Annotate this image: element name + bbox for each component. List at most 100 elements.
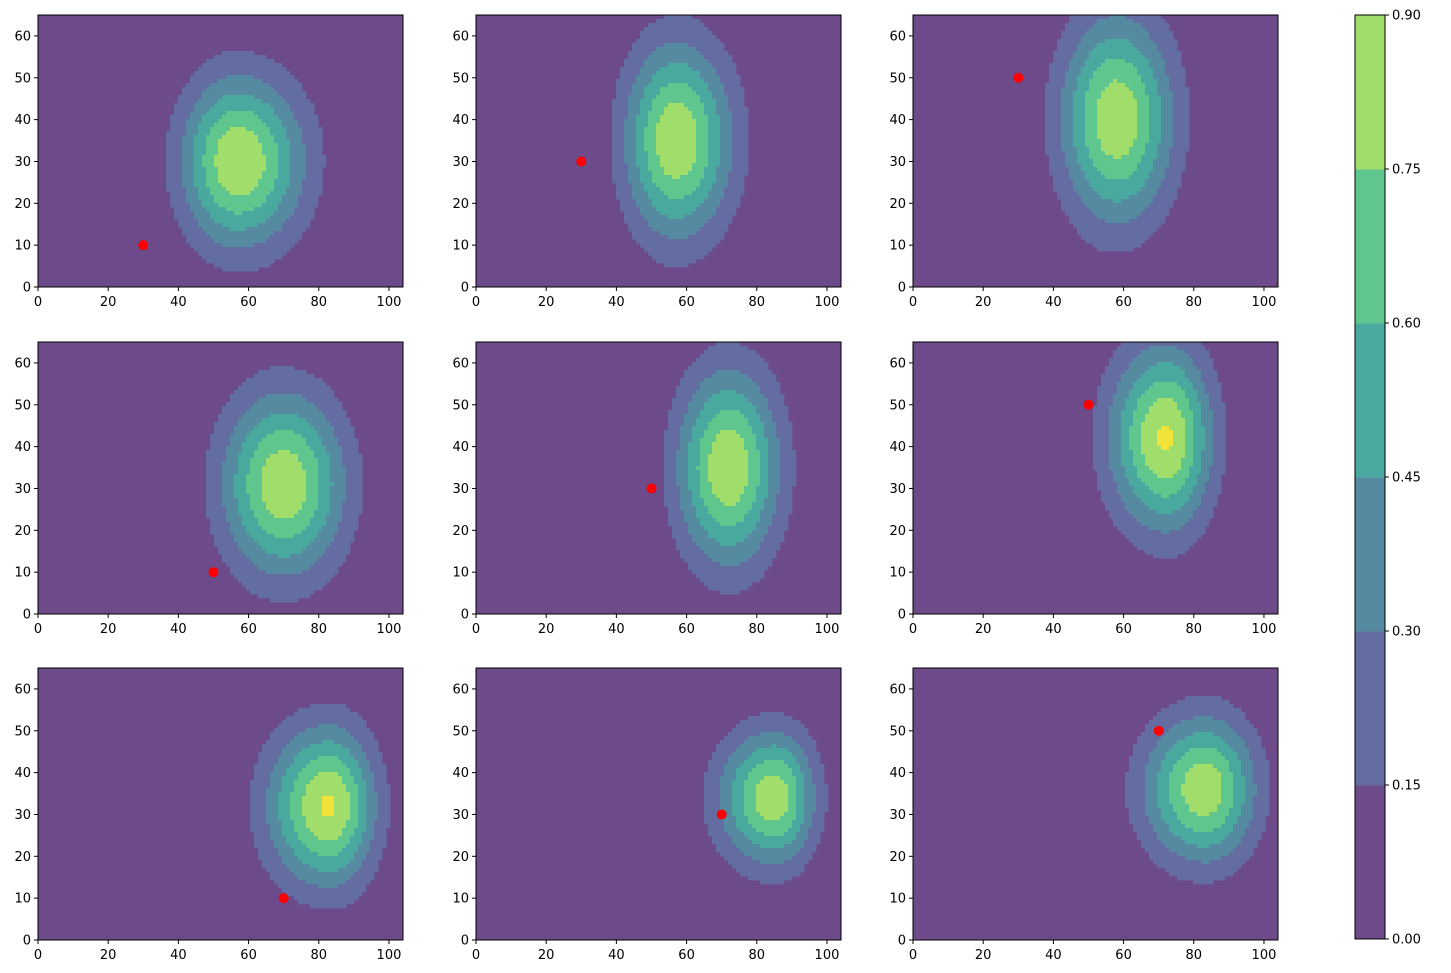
x-tick-label: 100 (815, 295, 840, 310)
y-tick-label: 20 (452, 197, 469, 212)
colorbar-segment (1355, 785, 1385, 940)
x-tick-label: 80 (748, 948, 765, 963)
contour-field (476, 668, 841, 940)
x-tick-label: 60 (1115, 622, 1132, 637)
panel-frame (37, 14, 404, 288)
y-tick-label: 0 (461, 281, 469, 296)
x-tick-label: 60 (1115, 948, 1132, 963)
y-tick-label: 0 (898, 934, 906, 949)
red-marker (138, 240, 149, 251)
y-tick-label: 30 (14, 155, 31, 170)
x-tick-label: 80 (310, 295, 327, 310)
colorbar-tick-label: 0.90 (1392, 9, 1421, 24)
y-tick-label: 40 (14, 440, 31, 455)
red-marker (1083, 399, 1094, 410)
panel-1: 0 20 40 60 80 100 0 10 20 30 40 50 60 (14, 14, 404, 310)
y-tick-label: 0 (461, 608, 469, 623)
y-tick-label: 50 (14, 71, 31, 86)
x-tick-label: 40 (170, 948, 187, 963)
y-tick-label: 50 (452, 724, 469, 739)
x-tick-label: 60 (240, 622, 257, 637)
panel-4: 0 20 40 60 80 100 0 10 20 30 40 50 60 (14, 341, 404, 637)
contour-field (913, 342, 1278, 614)
y-tick-label: 20 (452, 850, 469, 865)
y-tick-label: 30 (889, 808, 906, 823)
x-tick-label: 60 (678, 622, 695, 637)
x-tick-label: 0 (909, 948, 917, 963)
x-tick-label: 60 (240, 948, 257, 963)
x-tick-label: 100 (377, 948, 402, 963)
y-tick-label: 10 (452, 892, 469, 907)
y-tick-label: 10 (889, 566, 906, 581)
x-tick-label: 100 (377, 622, 402, 637)
y-tick-label: 10 (452, 239, 469, 254)
y-tick-label: 60 (452, 356, 469, 371)
x-tick-label: 40 (1045, 622, 1062, 637)
x-tick-label: 60 (1115, 295, 1132, 310)
y-tick-label: 50 (14, 724, 31, 739)
x-tick-label: 100 (1252, 295, 1277, 310)
y-tick-label: 60 (452, 682, 469, 697)
panel-frame (912, 667, 1279, 941)
y-tick-label: 30 (452, 482, 469, 497)
x-tick-label: 0 (34, 622, 42, 637)
y-tick-label: 50 (452, 71, 469, 86)
red-marker (278, 893, 289, 904)
x-tick-label: 60 (240, 295, 257, 310)
y-tick-label: 30 (14, 808, 31, 823)
x-tick-label: 40 (608, 622, 625, 637)
x-tick-label: 0 (472, 622, 480, 637)
red-marker (716, 809, 727, 820)
y-tick-label: 0 (898, 608, 906, 623)
red-marker (646, 483, 657, 494)
x-tick-label: 20 (538, 948, 555, 963)
y-tick-label: 60 (889, 356, 906, 371)
y-tick-label: 20 (889, 197, 906, 212)
red-marker (208, 567, 219, 578)
x-tick-label: 80 (748, 622, 765, 637)
y-tick-label: 50 (889, 398, 906, 413)
x-tick-label: 20 (100, 948, 117, 963)
x-tick-label: 0 (34, 948, 42, 963)
x-tick-label: 80 (1185, 948, 1202, 963)
colorbar-tick-label: 0.75 (1392, 163, 1421, 178)
x-tick-label: 40 (608, 948, 625, 963)
panel-frame (475, 14, 842, 288)
x-tick-label: 100 (815, 622, 840, 637)
y-tick-label: 0 (23, 934, 31, 949)
y-tick-label: 10 (889, 239, 906, 254)
y-tick-label: 40 (889, 113, 906, 128)
y-tick-label: 60 (14, 29, 31, 44)
x-tick-label: 0 (909, 622, 917, 637)
colorbar-tick-label: 0.15 (1392, 779, 1421, 794)
y-tick-label: 40 (889, 766, 906, 781)
y-tick-label: 10 (14, 239, 31, 254)
x-tick-label: 80 (1185, 295, 1202, 310)
x-tick-label: 100 (377, 295, 402, 310)
colorbar-tick-label: 0.60 (1392, 317, 1421, 332)
x-tick-label: 0 (909, 295, 917, 310)
colorbar-segment (1355, 323, 1385, 478)
x-tick-label: 40 (1045, 295, 1062, 310)
y-tick-label: 30 (889, 482, 906, 497)
x-tick-label: 80 (310, 622, 327, 637)
y-tick-label: 0 (23, 608, 31, 623)
panel-6: 0 20 40 60 80 100 0 10 20 30 40 50 60 (889, 341, 1279, 637)
panel-8: 0 20 40 60 80 100 0 10 20 30 40 50 60 (452, 667, 842, 963)
panel-frame (912, 14, 1279, 288)
y-tick-label: 40 (14, 113, 31, 128)
contour-field (38, 15, 403, 287)
red-marker (576, 156, 587, 167)
panel-frame (912, 341, 1279, 615)
panel-frame (475, 667, 842, 941)
x-tick-label: 20 (538, 295, 555, 310)
colorbar-tick-label: 0.45 (1392, 471, 1421, 486)
y-tick-label: 20 (14, 850, 31, 865)
y-tick-label: 20 (14, 197, 31, 212)
colorbar-tick-label: 0.30 (1392, 625, 1421, 640)
y-tick-label: 60 (14, 356, 31, 371)
y-tick-label: 20 (889, 524, 906, 539)
y-tick-label: 40 (452, 440, 469, 455)
contour-field (913, 15, 1278, 287)
y-tick-label: 50 (889, 71, 906, 86)
